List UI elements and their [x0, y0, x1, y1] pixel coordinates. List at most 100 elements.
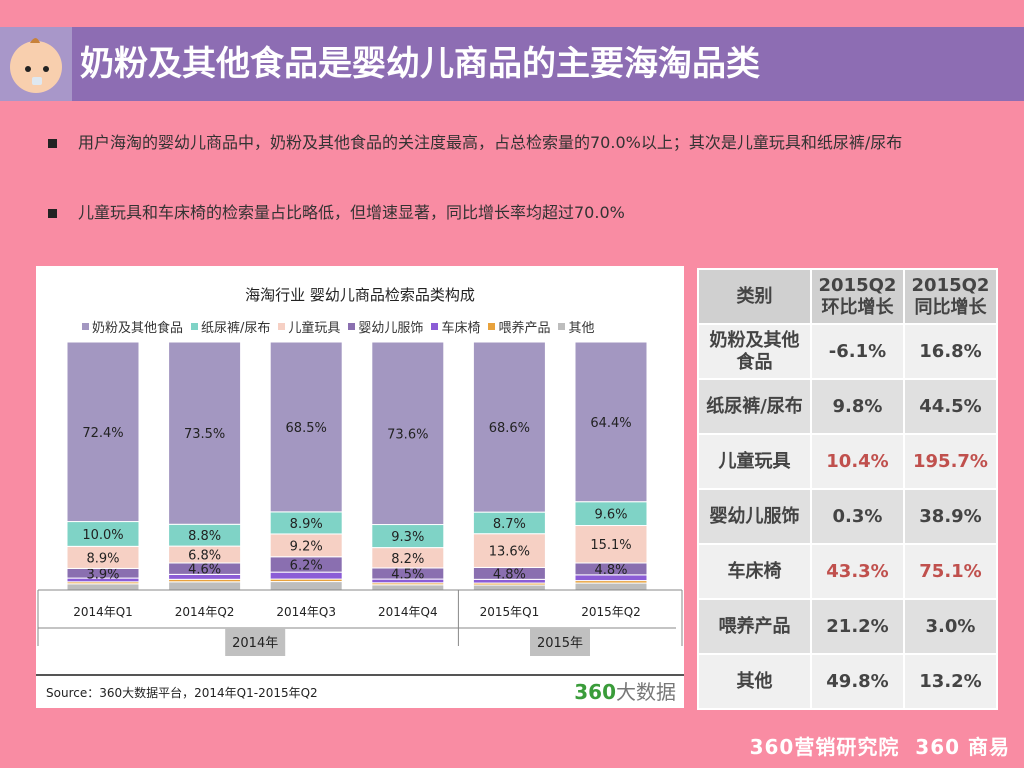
logo-360-big-data: 360大数据 [574, 680, 676, 704]
table-cell-cat: 婴幼儿服饰 [697, 488, 812, 545]
table-cell-qoq: -6.1% [810, 323, 905, 380]
table-row: 纸尿裤/尿布 9.8% 44.5% [697, 378, 998, 435]
legend-swatch [558, 323, 566, 330]
table-cell-yoy: 75.1% [903, 543, 998, 600]
table-header: 2015Q2 同比增长 [903, 268, 998, 325]
data-label: 4.8% [493, 567, 526, 582]
growth-table: 类别 2015Q2 环比增长 2015Q2 同比增长 奶粉及其他 食品 -6.1% 16.… [697, 268, 998, 710]
page-title: 奶粉及其他食品是婴幼儿商品的主要海淘品类 [72, 27, 1024, 101]
table-header-row: 类别 2015Q2 环比增长 2015Q2 同比增长 [697, 268, 998, 325]
data-label: 3.9% [86, 567, 119, 582]
data-label: 4.8% [594, 563, 627, 578]
x-tick-label: 2014年Q2 [175, 605, 235, 619]
bar-segment [66, 341, 140, 523]
footer-brand-2: 360 商易 [915, 735, 1010, 759]
bar-segment [269, 341, 343, 513]
group-label: 2015年 [537, 636, 583, 651]
table-cell-qoq: 21.2% [810, 598, 905, 655]
chart-plot: 3.9%8.9%10.0%72.4%2014年Q14.6%6.8%8.8%73.… [37, 341, 683, 656]
table-cell-cat: 其他 [697, 653, 812, 710]
legend-label: 婴幼儿服饰 [358, 321, 424, 336]
data-label: 4.6% [188, 563, 221, 578]
table-row: 儿童玩具 10.4% 195.7% [697, 433, 998, 490]
legend-label: 奶粉及其他食品 [92, 321, 184, 336]
table-header: 2015Q2 环比增长 [810, 268, 905, 325]
legend-item: 婴幼儿服饰 [348, 317, 423, 336]
x-tick-label: 2015年Q1 [480, 605, 540, 619]
data-label: 68.6% [489, 421, 530, 436]
bar-segment [574, 582, 648, 591]
data-label: 13.6% [489, 545, 530, 560]
bullet-2: 儿童玩具和车床椅的检索量占比略低，但增速显著，同比增长率均超过70.0% [48, 198, 988, 228]
data-label: 8.8% [188, 529, 221, 544]
table-cell-yoy: 195.7% [903, 433, 998, 490]
group-label-bg [530, 628, 590, 656]
divider [36, 674, 684, 676]
table-row: 车床椅 43.3% 75.1% [697, 543, 998, 600]
legend-swatch [431, 323, 439, 330]
legend-swatch [191, 323, 199, 330]
data-label: 6.2% [290, 558, 323, 573]
chart-legend: 奶粉及其他食品 纸尿裤/尿布 儿童玩具 婴幼儿服饰 车床椅 喂养产品 其他 [82, 317, 594, 336]
legend-swatch [82, 323, 89, 330]
legend-item: 车床椅 [431, 317, 480, 336]
x-tick-label: 2014年Q1 [73, 605, 133, 619]
data-label: 8.9% [290, 517, 323, 532]
data-label: 15.1% [590, 538, 631, 553]
data-label: 9.6% [594, 508, 627, 523]
footer-brand-1: 360营销研究院 [749, 735, 900, 759]
legend-label: 纸尿裤/尿布 [201, 321, 271, 336]
bar-segment [371, 341, 445, 526]
footer-brand: 360营销研究院 360 商易 [750, 731, 1010, 760]
bullet-text: 儿童玩具和车床椅的检索量占比略低，但增速显著，同比增长率均超过70.0% [78, 203, 625, 222]
baby-face-icon [10, 38, 62, 93]
chart-source: Source：360大数据平台，2014年Q1-2015年Q2 [46, 686, 318, 700]
data-label: 64.4% [590, 416, 631, 431]
bar-segment [472, 341, 546, 513]
legend-swatch [278, 323, 286, 330]
table-cell-cat: 车床椅 [697, 543, 812, 600]
table-cell-yoy: 3.0% [903, 598, 998, 655]
table-cell-qoq: 0.3% [810, 488, 905, 545]
legend-swatch [488, 323, 496, 330]
table-cell-cat: 儿童玩具 [697, 433, 812, 490]
bar-segment [472, 533, 546, 568]
bullet-text: 用户海淘的婴幼儿商品中，奶粉及其他食品的关注度最高，占总检索量的70.0%以上；… [78, 133, 903, 152]
x-tick-label: 2015年Q2 [581, 605, 641, 619]
bar-segment [168, 341, 242, 525]
data-label: 73.6% [387, 427, 428, 442]
bar-segment [371, 584, 445, 591]
chart-panel: 海淘行业 婴幼儿商品检索品类构成 奶粉及其他食品 纸尿裤/尿布 儿童玩具 婴幼儿服饰 车… [36, 266, 684, 708]
table-cell-cat: 奶粉及其他 食品 [697, 323, 812, 380]
table-row: 其他 49.8% 13.2% [697, 653, 998, 710]
group-label: 2014年 [232, 636, 278, 651]
bar-segment [168, 581, 242, 591]
legend-label: 车床椅 [441, 321, 481, 336]
legend-label: 儿童玩具 [288, 321, 341, 336]
bar-segment [269, 581, 343, 591]
table-row: 奶粉及其他 食品 -6.1% 16.8% [697, 323, 998, 380]
data-label: 8.7% [493, 517, 526, 532]
bar-segment [66, 521, 140, 547]
table-cell-qoq: 10.4% [810, 433, 905, 490]
table-cell-yoy: 44.5% [903, 378, 998, 435]
data-label: 8.9% [86, 551, 119, 566]
bar-segment [574, 525, 648, 564]
table-cell-qoq: 9.8% [810, 378, 905, 435]
legend-label: 其他 [568, 321, 595, 336]
table-cell-yoy: 13.2% [903, 653, 998, 710]
data-label: 73.5% [184, 427, 225, 442]
table-cell-qoq: 49.8% [810, 653, 905, 710]
legend-item: 儿童玩具 [278, 317, 340, 336]
x-tick-label: 2014年Q3 [276, 605, 336, 619]
table-row: 喂养产品 21.2% 3.0% [697, 598, 998, 655]
x-tick-label: 2014年Q4 [378, 605, 438, 619]
table-cell-yoy: 16.8% [903, 323, 998, 380]
chart-title: 海淘行业 婴幼儿商品检索品类构成 [245, 286, 475, 304]
table-cell-cat: 纸尿裤/尿布 [697, 378, 812, 435]
legend-item: 喂养产品 [488, 317, 550, 336]
legend-item: 纸尿裤/尿布 [191, 317, 270, 336]
header-icon-box [0, 27, 72, 101]
group-label-bg [225, 628, 286, 656]
data-label: 9.3% [391, 530, 424, 545]
